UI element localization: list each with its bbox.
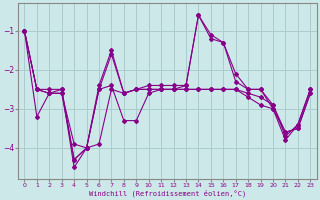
X-axis label: Windchill (Refroidissement éolien,°C): Windchill (Refroidissement éolien,°C) [89,189,246,197]
